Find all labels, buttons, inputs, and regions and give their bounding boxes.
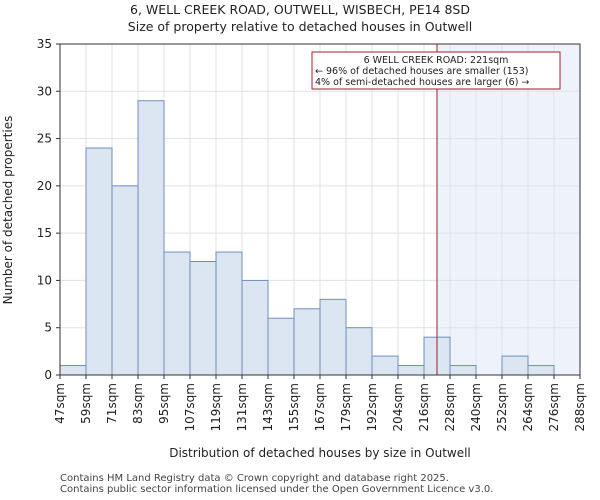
bar [111, 185, 139, 376]
y-tick-label: 0 [44, 368, 52, 382]
y-axis-label: Number of detached properties [1, 116, 15, 305]
bar [163, 251, 191, 376]
x-tick-label: 119sqm [209, 383, 223, 431]
bar [397, 365, 425, 376]
bar [59, 365, 87, 376]
footer-licence: Contains public sector information licen… [60, 484, 494, 495]
chart-subtitle: Size of property relative to detached ho… [127, 19, 473, 34]
x-tick-label: 192sqm [365, 383, 379, 431]
bar [137, 100, 165, 376]
annotation-line: 4% of semi-detached houses are larger (6… [315, 77, 529, 88]
footer-attribution: Contains HM Land Registry data © Crown c… [60, 473, 449, 484]
x-tick-label: 131sqm [235, 383, 249, 431]
bar [241, 279, 269, 376]
bar [319, 298, 347, 376]
x-tick-label: 47sqm [53, 383, 67, 424]
x-tick-label: 71sqm [105, 383, 119, 424]
x-tick-label: 167sqm [313, 383, 327, 431]
x-tick-label: 240sqm [469, 383, 483, 431]
x-tick-label: 143sqm [261, 383, 275, 431]
bar [371, 355, 399, 376]
x-tick-label: 107sqm [183, 383, 197, 431]
x-tick-label: 228sqm [443, 383, 457, 431]
y-tick-label: 20 [37, 179, 52, 193]
x-tick-label: 264sqm [521, 383, 535, 431]
x-tick-label: 204sqm [391, 383, 405, 431]
x-tick-label: 216sqm [417, 383, 431, 431]
bar [189, 261, 217, 376]
bar [293, 308, 321, 376]
bar [527, 365, 555, 376]
bar [215, 251, 243, 376]
y-tick-label: 35 [37, 37, 52, 51]
bar [501, 355, 529, 376]
x-axis-label: Distribution of detached houses by size … [169, 446, 471, 460]
x-tick-label: 288sqm [573, 383, 587, 431]
y-tick-label: 30 [37, 84, 52, 98]
x-tick-label: 276sqm [547, 383, 561, 431]
chart-title: 6, WELL CREEK ROAD, OUTWELL, WISBECH, PE… [130, 2, 470, 17]
annotation-line: ← 96% of detached houses are smaller (15… [315, 66, 528, 77]
plot-area: 0 5 10 15 20 25 30 35 47sqm 59sqm 71sqm 83sqm 95sqm… [1, 37, 587, 460]
annotation-line: 6 WELL CREEK ROAD: 221sqm [364, 55, 509, 66]
y-tick-label: 5 [44, 321, 52, 335]
x-tick-label: 179sqm [339, 383, 353, 431]
y-tick-label: 15 [37, 226, 52, 240]
highlight-region [437, 44, 580, 375]
x-tick-label: 252sqm [495, 383, 509, 431]
x-tick-label: 155sqm [287, 383, 301, 431]
x-tick-label: 59sqm [79, 383, 93, 424]
annotation-box [311, 51, 561, 90]
y-tick-label: 10 [37, 273, 52, 287]
bar [85, 147, 113, 376]
x-tick-label: 95sqm [157, 383, 171, 424]
bar [345, 327, 373, 376]
bar [267, 317, 295, 376]
bar [449, 365, 477, 376]
y-tick-label: 25 [37, 132, 52, 146]
x-tick-label: 83sqm [131, 383, 145, 424]
